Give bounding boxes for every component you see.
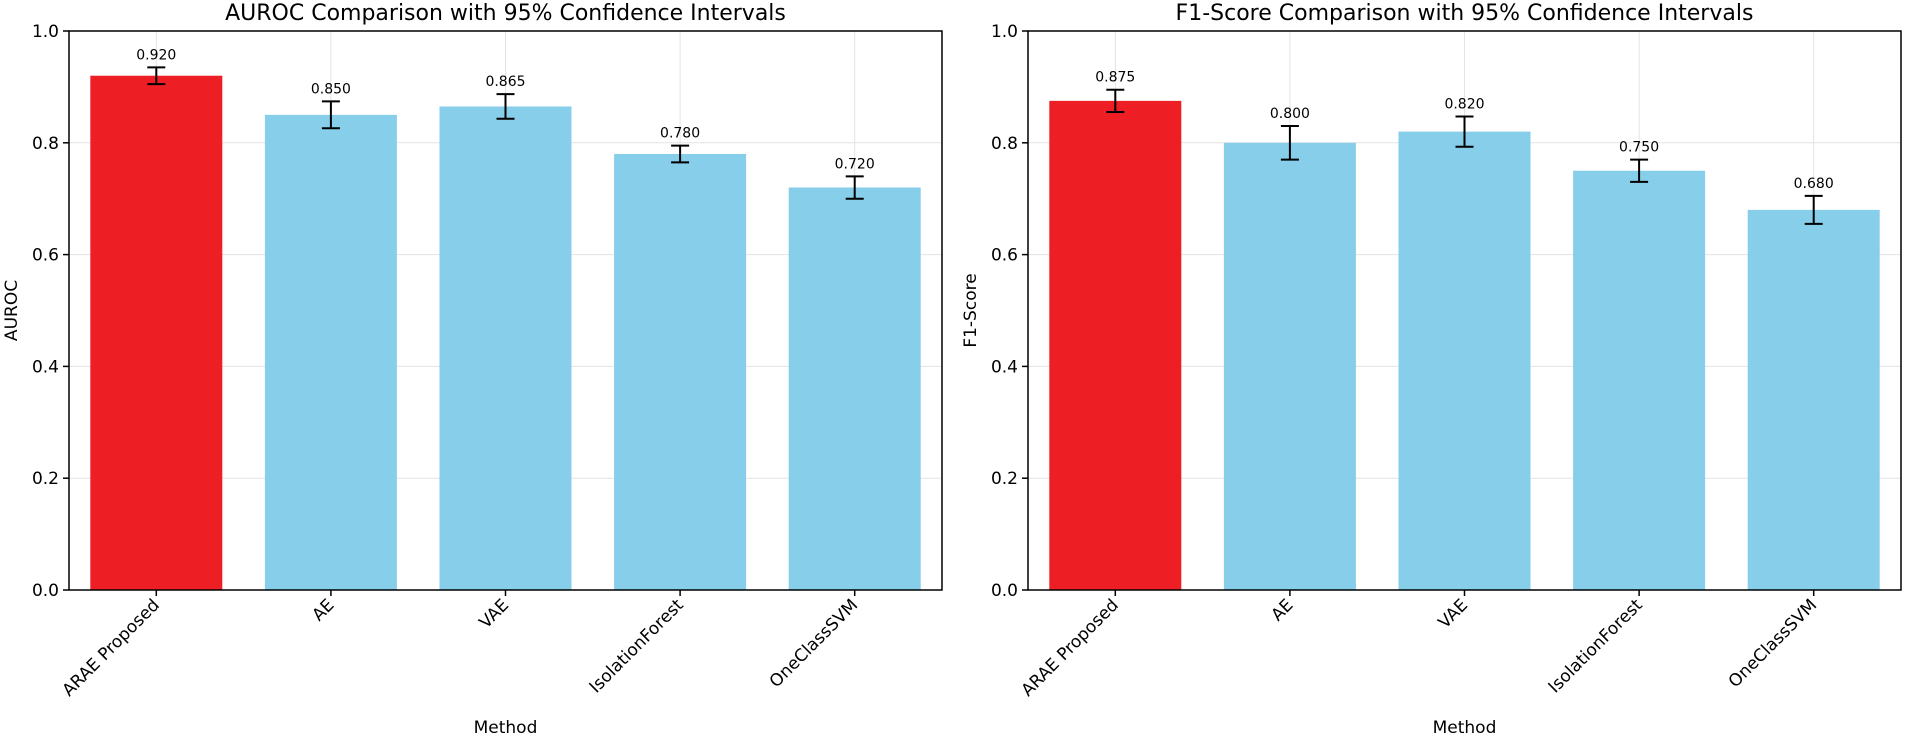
bar-arae-proposed bbox=[90, 75, 223, 591]
x-tick-label: VAE bbox=[1435, 595, 1472, 632]
value-label: 0.850 bbox=[311, 81, 351, 97]
x-tick-label: IsolationForest bbox=[1545, 595, 1647, 697]
value-label: 0.720 bbox=[835, 156, 875, 172]
x-tick-label: ARAE Proposed bbox=[1018, 595, 1123, 700]
chart-title: F1-Score Comparison with 95% Confidence … bbox=[1176, 1, 1754, 26]
chart-panel-1: 0.920 0.850 0.865 0.780 0.720 0.0 0.2 0.4 0.6 0.8… bbox=[2, 1, 943, 736]
bar-ae bbox=[264, 114, 397, 590]
value-label: 0.780 bbox=[660, 126, 700, 142]
x-tick-label: OneClassSVM bbox=[766, 595, 862, 691]
value-label: 0.750 bbox=[1619, 140, 1659, 156]
x-tick-label: ARAE Proposed bbox=[59, 595, 164, 700]
bar-vae bbox=[439, 106, 572, 590]
y-axis-label: F1-Score bbox=[961, 273, 981, 347]
y-tick-label: 0.0 bbox=[32, 581, 59, 601]
value-label: 0.875 bbox=[1095, 70, 1135, 86]
x-tick-label: OneClassSVM bbox=[1725, 595, 1821, 691]
y-tick-label: 1.0 bbox=[32, 22, 59, 42]
x-axis-label: Method bbox=[474, 718, 538, 736]
y-tick-label: 0.4 bbox=[32, 357, 59, 377]
y-tick-label: 0.6 bbox=[991, 246, 1018, 266]
bar-isolationforest bbox=[1573, 170, 1706, 590]
y-tick-label: 0.4 bbox=[991, 357, 1018, 377]
value-label: 0.865 bbox=[485, 74, 525, 90]
bar-vae bbox=[1398, 131, 1531, 590]
bar-arae-proposed bbox=[1049, 100, 1182, 590]
value-label: 0.920 bbox=[136, 47, 176, 63]
y-tick-label: 1.0 bbox=[991, 22, 1018, 42]
y-tick-label: 0.2 bbox=[991, 469, 1018, 489]
value-label: 0.680 bbox=[1794, 176, 1834, 192]
value-label: 0.820 bbox=[1444, 97, 1484, 113]
bar-oneclasssvm bbox=[788, 187, 921, 590]
bar-isolationforest bbox=[614, 153, 747, 591]
x-tick-label: AE bbox=[1267, 595, 1297, 625]
chart-panel-2: 0.875 0.800 0.820 0.750 0.680 0.0 0.2 0.4 0.6 0.8… bbox=[961, 1, 1902, 736]
x-axis-label: Method bbox=[1433, 718, 1497, 736]
y-tick-label: 0.0 bbox=[991, 581, 1018, 601]
value-label: 0.800 bbox=[1270, 106, 1310, 122]
x-tick-label: IsolationForest bbox=[586, 595, 688, 697]
y-tick-label: 0.8 bbox=[32, 134, 59, 154]
x-tick-label: AE bbox=[308, 595, 338, 625]
y-tick-label: 0.8 bbox=[991, 134, 1018, 154]
y-tick-label: 0.2 bbox=[32, 469, 59, 489]
chart-title: AUROC Comparison with 95% Confidence Int… bbox=[225, 1, 786, 26]
bar-oneclasssvm bbox=[1747, 209, 1880, 590]
y-axis-label: AUROC bbox=[2, 280, 22, 341]
y-tick-label: 0.6 bbox=[32, 246, 59, 266]
x-tick-label: VAE bbox=[476, 595, 513, 632]
bar-ae bbox=[1223, 142, 1356, 591]
